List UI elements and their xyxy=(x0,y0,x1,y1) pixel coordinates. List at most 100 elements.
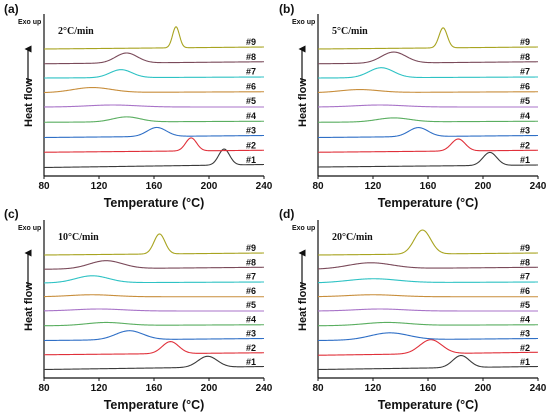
curve-label: #7 xyxy=(246,272,256,282)
curve-label: #4 xyxy=(520,314,530,324)
x-tick-label: 200 xyxy=(475,383,492,394)
curve-sample-1 xyxy=(43,148,265,169)
x-tick-label: 80 xyxy=(312,383,324,394)
panel-3: (c) Exo up 10°C/min 80 120 160 200 240 Temperatu… xyxy=(4,207,273,412)
curve-label: #2 xyxy=(520,140,530,150)
panel-letter: (a) xyxy=(4,2,19,16)
x-axis-title: Temperature (°C) xyxy=(378,196,479,210)
curve-label: #9 xyxy=(520,37,530,47)
curve-sample-6 xyxy=(43,86,264,94)
curve-label: #9 xyxy=(520,243,530,253)
exo-up-label: Exo up xyxy=(292,225,315,232)
x-tick-label: 120 xyxy=(365,181,382,192)
curve-label: #7 xyxy=(520,272,530,282)
curve-sample-6 xyxy=(43,294,264,298)
curve-sample-5 xyxy=(318,308,538,312)
curve-sample-3 xyxy=(43,126,265,139)
x-axis-title: Temperature (°C) xyxy=(104,398,205,412)
curve-label: #6 xyxy=(520,81,530,91)
x-tick-label: 240 xyxy=(530,383,547,394)
curve-sample-5 xyxy=(43,308,264,312)
curve-sample-5 xyxy=(318,104,538,108)
x-tick-label: 120 xyxy=(365,383,382,394)
curve-label: #3 xyxy=(520,126,530,136)
x-axis-title: Temperature (°C) xyxy=(104,196,205,210)
curve-sample-2 xyxy=(317,138,539,153)
x-tick-label: 200 xyxy=(201,181,218,192)
x-tick-label: 80 xyxy=(38,181,50,192)
curve-sample-9 xyxy=(317,27,539,50)
curve-label: #9 xyxy=(246,37,256,47)
curve-sample-2 xyxy=(317,339,539,356)
curve-sample-6 xyxy=(317,89,538,93)
panel-letter: (d) xyxy=(279,207,294,221)
panel-letter: (c) xyxy=(4,207,19,221)
curve-label: #8 xyxy=(246,257,256,267)
x-tick-label: 240 xyxy=(256,181,273,192)
curve-sample-3 xyxy=(43,330,265,342)
x-tick-label: 240 xyxy=(530,181,547,192)
curve-label: #3 xyxy=(520,329,530,339)
curve-label: #1 xyxy=(520,357,530,367)
x-tick-label: 160 xyxy=(420,383,437,394)
curve-sample-4 xyxy=(317,321,538,327)
heating-rate-label: 20°C/min xyxy=(332,232,373,243)
curve-sample-3 xyxy=(318,332,539,342)
heating-rate-label: 2°C/min xyxy=(58,26,94,37)
curve-label: #1 xyxy=(246,357,256,367)
exo-up-label: Exo up xyxy=(18,19,41,26)
x-tick-label: 160 xyxy=(146,383,163,394)
curve-sample-1 xyxy=(317,151,539,168)
curve-label: #3 xyxy=(246,329,256,339)
curve-label: #7 xyxy=(520,67,530,77)
curve-sample-8 xyxy=(43,52,265,65)
x-axis-title: Temperature (°C) xyxy=(378,398,479,412)
curve-label: #1 xyxy=(246,155,256,165)
curve-label: #5 xyxy=(246,300,256,310)
curve-sample-8 xyxy=(317,51,539,65)
curve-label: #6 xyxy=(246,286,256,296)
curve-sample-7 xyxy=(43,275,264,284)
y-axis-title: Heat flow xyxy=(297,78,309,127)
y-axis-title: Heat flow xyxy=(23,282,35,331)
curve-label: #2 xyxy=(246,343,256,353)
y-axis-title: Heat flow xyxy=(23,78,35,127)
x-tick-label: 160 xyxy=(146,181,163,192)
x-tick-label: 200 xyxy=(475,181,492,192)
curve-label: #3 xyxy=(246,126,256,136)
x-tick-label: 80 xyxy=(38,383,50,394)
curve-label: #5 xyxy=(246,96,256,106)
curve-sample-6 xyxy=(317,294,538,298)
x-tick-label: 120 xyxy=(91,181,108,192)
curve-sample-7 xyxy=(318,67,538,79)
curve-sample-4 xyxy=(44,116,264,123)
exo-up-label: Exo up xyxy=(18,225,41,232)
curve-sample-9 xyxy=(43,26,265,50)
curve-label: #8 xyxy=(520,257,530,267)
x-tick-label: 80 xyxy=(312,181,324,192)
curve-sample-1 xyxy=(43,355,265,371)
curve-label: #5 xyxy=(520,96,530,106)
curve-sample-7 xyxy=(44,69,264,79)
curve-label: #2 xyxy=(520,343,530,353)
curve-sample-4 xyxy=(44,321,264,327)
curve-label: #9 xyxy=(246,243,256,253)
x-tick-label: 240 xyxy=(256,383,273,394)
curve-label: #4 xyxy=(246,111,256,121)
curve-label: #6 xyxy=(246,81,256,91)
curve-sample-7 xyxy=(317,278,538,284)
curve-sample-9 xyxy=(317,229,539,256)
y-axis-title: Heat flow xyxy=(297,282,309,331)
curve-sample-2 xyxy=(43,137,265,153)
curve-label: #8 xyxy=(520,52,530,62)
heating-rate-label: 10°C/min xyxy=(58,232,99,243)
panel-2: (b) Exo up 5°C/min 80 120 160 200 240 Temperatur… xyxy=(279,2,547,210)
panel-1: (a) Exo up 2°C/min 80 120 160 200 240 Temperatur… xyxy=(4,2,273,210)
x-tick-label: 160 xyxy=(420,181,437,192)
curve-label: #5 xyxy=(520,300,530,310)
curve-label: #4 xyxy=(246,314,256,324)
panel-4: (d) Exo up 20°C/min 80 120 160 200 240 Temperatu… xyxy=(279,207,547,412)
curve-sample-5 xyxy=(43,104,264,108)
curve-label: #8 xyxy=(246,52,256,62)
